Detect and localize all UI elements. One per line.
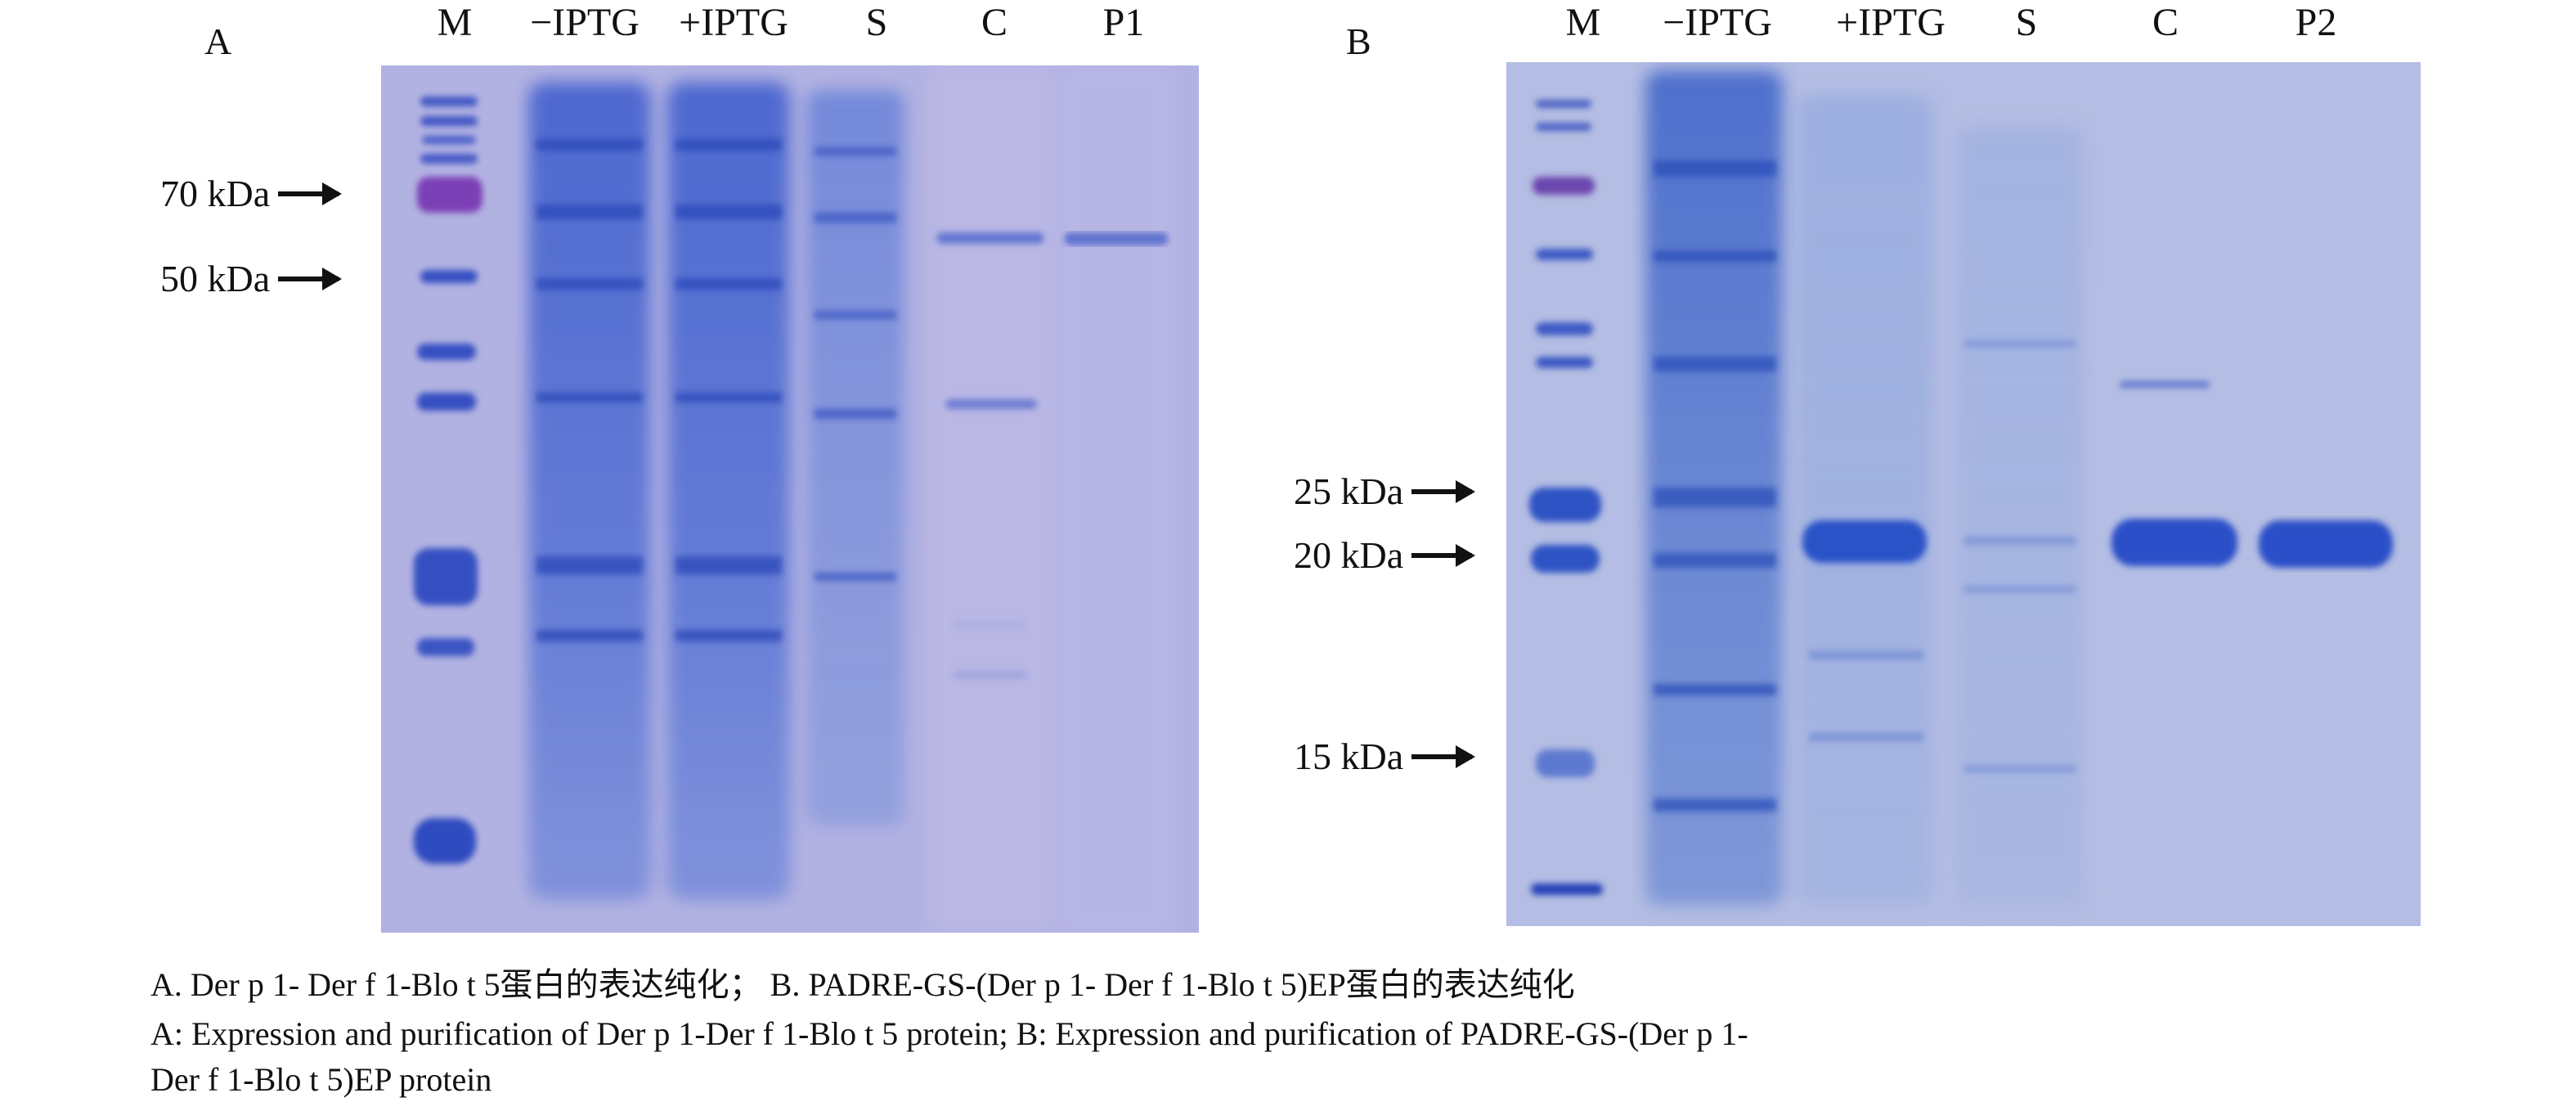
panel-a-lane-s: S (865, 1, 888, 44)
caption-line-english-2: Der f 1-Blo t 5)EP protein (150, 1061, 492, 1098)
caption-line-chinese: A. Der p 1- Der f 1-Blo t 5蛋白的表达纯化； B. P… (150, 966, 1575, 1003)
arrow-icon (278, 182, 343, 205)
arrow-icon (1411, 543, 1476, 567)
panel-a-lane-minus-iptg: −IPTG (530, 1, 640, 44)
panel-a-letter: A (204, 20, 232, 62)
panel-a-marker-50: 50 kDa (160, 257, 343, 300)
panel-b-marker-20: 20 kDa (1294, 533, 1476, 577)
panel-b-marker-25: 25 kDa (1294, 470, 1476, 513)
arrow-icon (278, 267, 343, 290)
panel-b-lane-s: S (2015, 1, 2038, 44)
marker-label-20kda: 20 kDa (1294, 534, 1404, 576)
marker-label-50kda: 50 kDa (160, 258, 271, 299)
panel-a-lane-c: C (981, 1, 1008, 44)
marker-label-25kda: 25 kDa (1294, 470, 1404, 512)
panel-b-lane-minus-iptg: −IPTG (1663, 1, 1772, 44)
marker-label-15kda: 15 kDa (1294, 735, 1404, 777)
panel-a-marker-70: 70 kDa (160, 172, 343, 215)
panel-a-gel-image (381, 65, 1199, 933)
panel-b-lane-p2: P2 (2295, 1, 2337, 44)
panel-b-gel-image (1506, 62, 2421, 926)
panel-a-lane-p1: P1 (1102, 1, 1145, 44)
panel-b-lane-plus-iptg: +IPTG (1836, 1, 1945, 44)
marker-label-70kda: 70 kDa (160, 173, 271, 214)
panel-a-lane-plus-iptg: +IPTG (679, 1, 788, 44)
panel-b-lane-m: M (1565, 1, 1601, 44)
panel-b-marker-15: 15 kDa (1294, 735, 1476, 778)
panel-b-lane-c: C (2152, 1, 2179, 44)
panel-b-letter: B (1346, 20, 1371, 62)
caption-line-english-1: A: Expression and purification of Der p … (150, 1015, 1748, 1052)
panel-a-lane-m: M (437, 1, 473, 44)
arrow-icon (1411, 479, 1476, 503)
arrow-icon (1411, 744, 1476, 768)
